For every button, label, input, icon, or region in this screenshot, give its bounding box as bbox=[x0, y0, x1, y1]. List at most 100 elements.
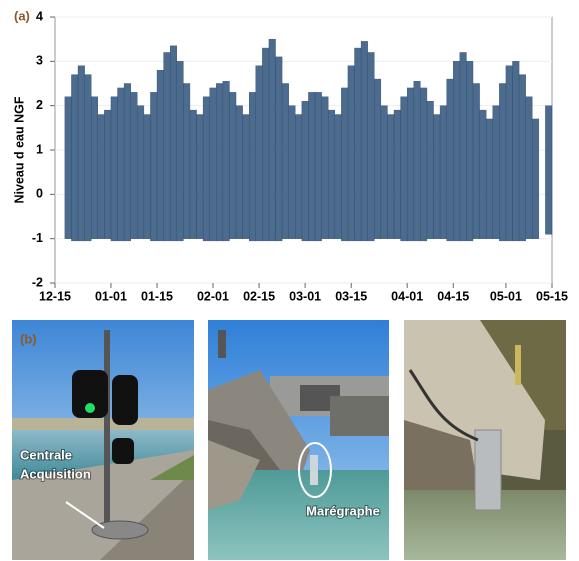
y-tick-label: -2 bbox=[32, 275, 43, 289]
photo-gauge-closeup bbox=[404, 320, 566, 560]
tide-range bbox=[355, 48, 362, 241]
x-tick-label: 02-15 bbox=[243, 289, 275, 303]
tide-range bbox=[335, 115, 342, 239]
x-tick-label: 05-01 bbox=[490, 289, 522, 303]
tide-range bbox=[236, 106, 243, 239]
tide-range bbox=[282, 84, 289, 239]
photo-tide-gauge: Marégraphe bbox=[208, 320, 389, 560]
tide-range bbox=[111, 97, 118, 241]
tide-range bbox=[65, 97, 72, 239]
tide-range bbox=[453, 61, 460, 241]
tide-range bbox=[447, 79, 454, 241]
tide-range bbox=[131, 92, 138, 238]
tide-range bbox=[91, 97, 98, 239]
tide-range bbox=[229, 92, 236, 238]
tide-range bbox=[216, 84, 223, 241]
x-tick-label: 01-01 bbox=[95, 289, 127, 303]
tide-range bbox=[348, 66, 355, 241]
tide-range bbox=[368, 52, 375, 240]
tide-range bbox=[190, 110, 197, 239]
tide-range bbox=[177, 61, 184, 241]
tide-range bbox=[85, 75, 92, 241]
tide-range bbox=[183, 84, 190, 239]
tide-range bbox=[480, 110, 487, 239]
tide-range bbox=[78, 66, 85, 241]
tide-range bbox=[262, 48, 269, 241]
tide-range bbox=[243, 115, 250, 239]
tide-range bbox=[315, 92, 322, 241]
tide-range bbox=[249, 92, 256, 241]
tide-range bbox=[150, 92, 157, 241]
acquisition-label: Centrale bbox=[20, 447, 72, 462]
gauge-label: Marégraphe bbox=[306, 503, 380, 518]
tide-range bbox=[210, 88, 217, 241]
x-tick-label: 04-15 bbox=[437, 289, 469, 303]
tide-range bbox=[532, 119, 539, 239]
tide-range bbox=[308, 92, 315, 241]
tide-range bbox=[486, 119, 493, 239]
x-tick-label: 01-15 bbox=[141, 289, 173, 303]
tide-range bbox=[545, 106, 552, 235]
tide-range bbox=[473, 84, 480, 239]
x-tick-label: 12-15 bbox=[39, 289, 71, 303]
tide-range bbox=[164, 52, 171, 240]
photos: Centrale Acquisition (b) Marégraphe bbox=[12, 320, 566, 560]
x-tick-label: 02-01 bbox=[197, 289, 229, 303]
tide-range bbox=[269, 39, 276, 241]
tide-range bbox=[440, 106, 447, 239]
tide-range bbox=[466, 61, 473, 241]
tide-range bbox=[203, 97, 210, 241]
tide-range bbox=[322, 97, 329, 239]
tide-range bbox=[295, 115, 302, 239]
tide-range bbox=[493, 106, 500, 239]
y-tick-label: 4 bbox=[36, 9, 43, 23]
photo-traffic-light: Centrale Acquisition (b) bbox=[12, 320, 194, 560]
tide-range bbox=[374, 79, 381, 239]
tide-range bbox=[144, 115, 151, 239]
y-tick-label: 2 bbox=[36, 98, 43, 112]
y-axis-label: Niveau d eau NGF bbox=[12, 96, 26, 203]
tide-range bbox=[197, 115, 204, 239]
panel-label: (a) bbox=[14, 8, 30, 23]
tide-range bbox=[71, 75, 78, 241]
tide-range bbox=[427, 101, 434, 238]
tide-range bbox=[401, 97, 408, 241]
x-tick-label: 03-01 bbox=[289, 289, 321, 303]
tide-range bbox=[289, 106, 296, 239]
panel-label: (b) bbox=[20, 331, 37, 346]
tide-range bbox=[420, 88, 427, 241]
x-tick-label: 04-01 bbox=[391, 289, 423, 303]
tide-range bbox=[256, 66, 263, 241]
y-tick-label: 0 bbox=[36, 187, 43, 201]
tide-range bbox=[328, 110, 335, 239]
tide-range bbox=[519, 75, 526, 241]
tide-range bbox=[157, 70, 164, 241]
tide-range bbox=[276, 57, 283, 241]
tide-range bbox=[513, 61, 520, 241]
tide-range bbox=[137, 106, 144, 239]
figure: (a) Niveau d eau NGF -2-10123412-1501-01… bbox=[0, 0, 579, 561]
tide-range bbox=[526, 97, 533, 239]
tide-range bbox=[499, 84, 506, 241]
y-tick-label: -1 bbox=[32, 231, 43, 245]
tide-range bbox=[434, 115, 441, 239]
tide-range bbox=[414, 81, 421, 241]
tide-range bbox=[118, 88, 125, 241]
tide-range bbox=[381, 106, 388, 239]
tide-range bbox=[302, 101, 309, 241]
tide-range bbox=[361, 41, 368, 241]
tide-range bbox=[407, 88, 414, 241]
tide-range bbox=[387, 115, 394, 239]
tide-range bbox=[170, 46, 177, 241]
acquisition-label: Acquisition bbox=[20, 466, 91, 481]
tide-range bbox=[223, 81, 230, 241]
tide-range bbox=[460, 52, 467, 240]
tide-range bbox=[394, 110, 401, 239]
tide-range bbox=[506, 66, 513, 241]
tide-range bbox=[341, 88, 348, 241]
tide-range bbox=[104, 110, 111, 239]
x-tick-label: 03-15 bbox=[335, 289, 367, 303]
y-tick-label: 3 bbox=[36, 54, 43, 68]
tide-range bbox=[124, 84, 131, 241]
